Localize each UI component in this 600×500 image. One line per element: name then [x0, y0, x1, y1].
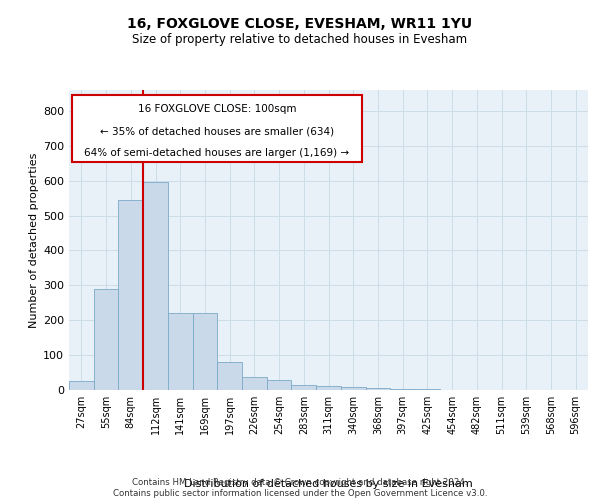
Text: 16 FOXGLOVE CLOSE: 100sqm: 16 FOXGLOVE CLOSE: 100sqm — [137, 104, 296, 115]
Text: Size of property relative to detached houses in Evesham: Size of property relative to detached ho… — [133, 32, 467, 46]
Bar — [292, 385, 316, 390]
Bar — [217, 362, 242, 390]
Bar — [94, 289, 118, 390]
Y-axis label: Number of detached properties: Number of detached properties — [29, 152, 39, 328]
Bar — [341, 387, 365, 390]
Bar — [365, 388, 390, 390]
Bar — [316, 386, 341, 390]
Text: Contains HM Land Registry data © Crown copyright and database right 2024.
Contai: Contains HM Land Registry data © Crown c… — [113, 478, 487, 498]
Bar — [242, 377, 267, 390]
Text: ← 35% of detached houses are smaller (634): ← 35% of detached houses are smaller (63… — [100, 126, 334, 136]
Bar — [143, 182, 168, 390]
Bar — [118, 200, 143, 390]
FancyBboxPatch shape — [71, 94, 362, 162]
Text: 16, FOXGLOVE CLOSE, EVESHAM, WR11 1YU: 16, FOXGLOVE CLOSE, EVESHAM, WR11 1YU — [127, 18, 473, 32]
Bar — [267, 380, 292, 390]
Bar — [69, 382, 94, 390]
Bar — [390, 389, 415, 390]
Bar — [168, 314, 193, 390]
Bar — [193, 314, 217, 390]
Text: 64% of semi-detached houses are larger (1,169) →: 64% of semi-detached houses are larger (… — [85, 148, 349, 158]
X-axis label: Distribution of detached houses by size in Evesham: Distribution of detached houses by size … — [184, 478, 473, 488]
